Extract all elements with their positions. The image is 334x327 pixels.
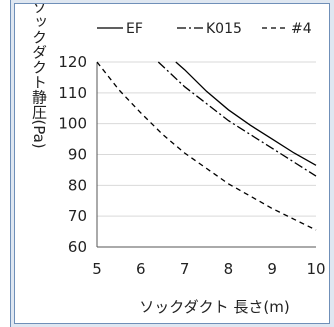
pressure-length-chart: 60 70 80 90 100 110 120 5 6 7 8 9 10 ソックダクト 長さ(m) ソックダ… — [30, 4, 326, 316]
x-axis-title: ソックダクト 長さ(m) — [139, 298, 290, 316]
chart-panel: 60 70 80 90 100 110 120 5 6 7 8 9 10 ソックダクト 長さ(m) ソックダ… — [14, 3, 330, 324]
y-axis-title: ソックダクト静圧(Pa) — [30, 4, 48, 149]
x-tick-label: 6 — [136, 260, 146, 278]
x-tick-label: 7 — [180, 260, 190, 278]
series-line-K015 — [157, 61, 317, 177]
series-line-4 — [97, 61, 317, 231]
x-tick-label: 10 — [306, 260, 325, 278]
x-tick-label: 5 — [92, 260, 102, 278]
legend-label: #4 — [291, 21, 312, 37]
legend-label: K015 — [206, 21, 242, 37]
y-tick-label: 80 — [68, 176, 87, 194]
left-panel-edge — [0, 0, 11, 327]
x-tick-label: 8 — [224, 260, 234, 278]
y-tick-label: 110 — [58, 84, 87, 102]
x-tick-label: 9 — [267, 260, 277, 278]
y-tick-label: 70 — [68, 207, 87, 225]
y-tick-label: 100 — [58, 115, 87, 133]
y-tick-label: 60 — [68, 238, 87, 256]
y-tick-label: 120 — [58, 53, 87, 71]
y-tick-label: 90 — [68, 146, 87, 164]
series-line-EF — [175, 61, 317, 166]
legend-label: EF — [126, 21, 143, 37]
